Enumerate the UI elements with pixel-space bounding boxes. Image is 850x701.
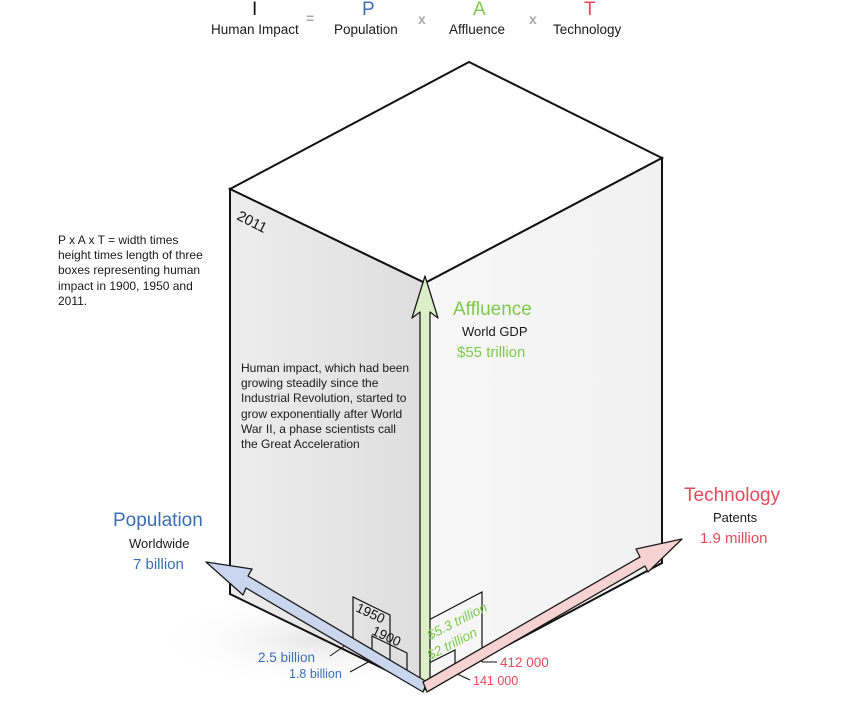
equation-times-1: x bbox=[418, 11, 426, 27]
population-1900-value: 1.8 billion bbox=[289, 667, 342, 681]
technology-subtitle: Patents bbox=[713, 510, 758, 525]
equation-technology-label: Technology bbox=[553, 22, 622, 37]
technology-arrow bbox=[422, 538, 683, 693]
box-1950-right bbox=[424, 591, 483, 662]
equation-equals: = bbox=[306, 10, 315, 26]
side-note: P x A x T = width times height times len… bbox=[58, 233, 203, 308]
affluence-title: Affluence bbox=[453, 299, 532, 320]
technology-title: Technology bbox=[684, 485, 781, 506]
equation-impact-letter: I bbox=[252, 0, 258, 20]
equation-population-letter: P bbox=[362, 0, 375, 20]
equation-population-label: Population bbox=[334, 22, 398, 37]
population-arrow bbox=[205, 561, 428, 693]
equation-affluence-letter: A bbox=[473, 0, 486, 20]
technology-1900-value: 141 000 bbox=[473, 674, 519, 688]
affluence-arrow bbox=[411, 275, 439, 684]
leader-1.8-billion bbox=[349, 659, 373, 673]
technology-1950-value: 412 000 bbox=[500, 655, 549, 670]
population-subtitle: Worldwide bbox=[129, 536, 190, 551]
population-1950-value: 2.5 billion bbox=[258, 650, 316, 665]
box-note: Human impact, which had been growing ste… bbox=[241, 361, 410, 452]
equation-affluence-label: Affluence bbox=[449, 22, 506, 37]
box-1900-left bbox=[371, 635, 408, 676]
affluence-subtitle: World GDP bbox=[462, 324, 528, 339]
technology-value: 1.9 million bbox=[700, 530, 768, 547]
equation-technology-letter: T bbox=[584, 0, 596, 20]
equation-times-2: x bbox=[529, 11, 537, 27]
population-title: Population bbox=[113, 510, 203, 531]
affluence-value: $55 trillion bbox=[457, 344, 526, 361]
population-value: 7 billion bbox=[133, 556, 184, 573]
box-1950-left bbox=[352, 596, 391, 668]
equation-impact-label: Human Impact bbox=[211, 22, 299, 37]
